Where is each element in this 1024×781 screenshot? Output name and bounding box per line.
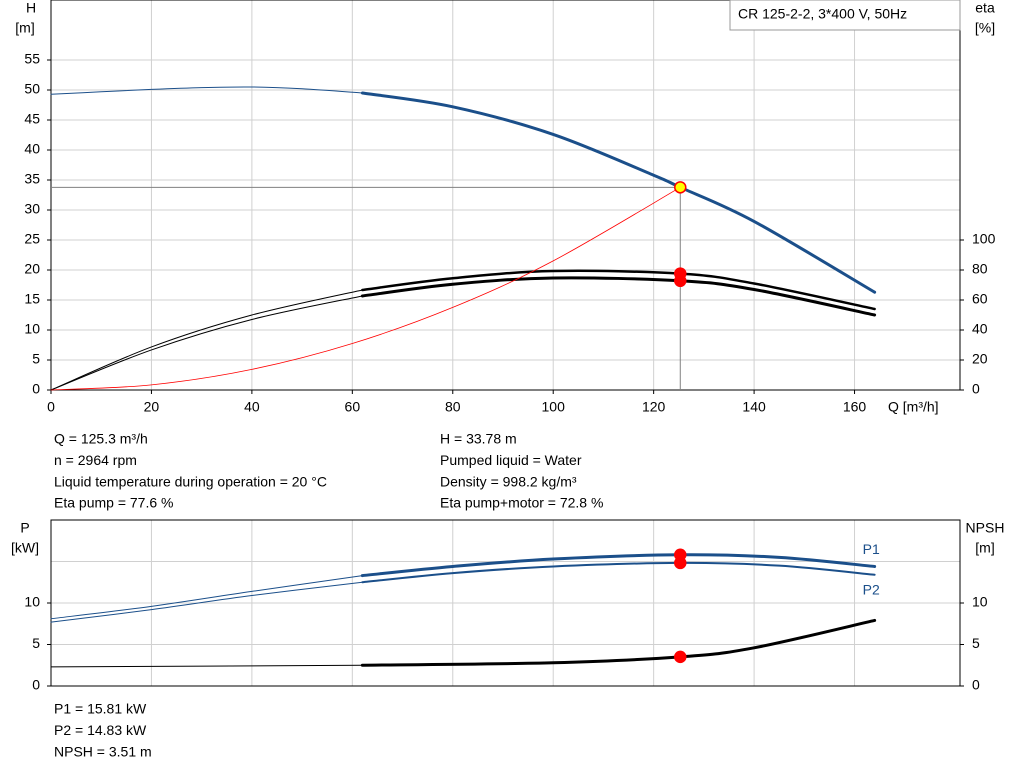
y-tick-label: 0: [32, 677, 40, 693]
y-tick-label: 20: [24, 261, 40, 277]
chart-title: CR 125-2-2, 3*400 V, 50Hz: [738, 6, 907, 22]
x-axis-label: Q [m³/h]: [888, 399, 939, 415]
y-tick-label: 10: [24, 321, 40, 337]
curve: [360, 91, 877, 294]
y2-axis-unit: [m]: [975, 540, 994, 556]
y2-axis-label: NPSH: [966, 520, 1005, 536]
title-box: [729, 0, 961, 31]
curve: [360, 618, 877, 667]
y2-tick-label: 20: [972, 351, 988, 367]
x-tick-label: 140: [742, 399, 766, 415]
y-tick-label: 55: [24, 51, 40, 67]
x-tick-label: 40: [244, 399, 260, 415]
operating-point: [674, 274, 687, 288]
y-tick-label: 10: [24, 594, 40, 610]
curve: [50, 581, 363, 623]
x-tick-label: 120: [642, 399, 666, 415]
y-tick-label: 35: [24, 171, 40, 187]
y2-tick-label: 5: [972, 635, 980, 651]
y-tick-label: 40: [24, 141, 40, 157]
curve: [50, 575, 363, 620]
info-text: Q = 125.3 m³/h: [54, 431, 148, 447]
y2-tick-label: 10: [972, 594, 988, 610]
y2-axis-unit: [%]: [975, 20, 995, 36]
y2-axis-label: eta: [975, 0, 995, 16]
curve: [360, 276, 877, 317]
operating-point: [674, 650, 687, 664]
info-text: NPSH = 3.51 m: [54, 743, 152, 759]
y2-tick-label: 60: [972, 291, 988, 307]
y2-tick-label: 40: [972, 321, 988, 337]
x-tick-label: 20: [144, 399, 160, 415]
y2-tick-label: 0: [972, 677, 980, 693]
y-tick-label: 5: [32, 351, 40, 367]
curve: [50, 664, 363, 668]
y-tick-label: 15: [24, 291, 40, 307]
info-text: P1 = 15.81 kW: [54, 701, 147, 717]
y-tick-label: 0: [32, 381, 40, 397]
y-tick-label: 50: [24, 81, 40, 97]
curve: [50, 289, 363, 391]
y2-tick-label: 0: [972, 381, 980, 397]
info-text: n = 2964 rpm: [54, 452, 137, 468]
x-tick-label: 60: [345, 399, 361, 415]
curve: [361, 561, 876, 584]
x-tick-label: 0: [47, 399, 55, 415]
curve: [361, 269, 876, 311]
x-tick-label: 160: [843, 399, 867, 415]
y-tick-label: 5: [32, 635, 40, 651]
x-tick-label: 100: [542, 399, 566, 415]
info-text: H = 33.78 m: [440, 431, 517, 447]
info-text: Density = 998.2 kg/m³: [440, 473, 577, 489]
y-axis-label: H: [26, 0, 36, 16]
y2-tick-label: 80: [972, 261, 988, 277]
operating-point: [674, 556, 687, 570]
plot-frame: [50, 0, 961, 391]
curve: [50, 186, 681, 391]
series-label: P1: [863, 541, 880, 557]
y-axis-unit: [kW]: [11, 540, 39, 556]
info-text: Pumped liquid = Water: [440, 452, 582, 468]
y-tick-label: 45: [24, 111, 40, 127]
y-tick-label: 30: [24, 201, 40, 217]
curve: [50, 86, 363, 95]
info-text: Eta pump = 77.6 %: [54, 495, 173, 511]
y-tick-label: 25: [24, 231, 40, 247]
x-tick-label: 80: [445, 399, 461, 415]
series-label: P2: [863, 581, 880, 597]
info-text: Eta pump+motor = 72.8 %: [440, 495, 603, 511]
curve: [50, 295, 363, 391]
info-text: Liquid temperature during operation = 20…: [54, 473, 327, 489]
y2-tick-label: 100: [972, 231, 996, 247]
operating-point: [674, 181, 687, 194]
y-axis-unit: [m]: [15, 20, 34, 36]
info-text: P2 = 14.83 kW: [54, 722, 147, 738]
y-axis-label: P: [20, 520, 29, 536]
curve: [360, 553, 877, 578]
